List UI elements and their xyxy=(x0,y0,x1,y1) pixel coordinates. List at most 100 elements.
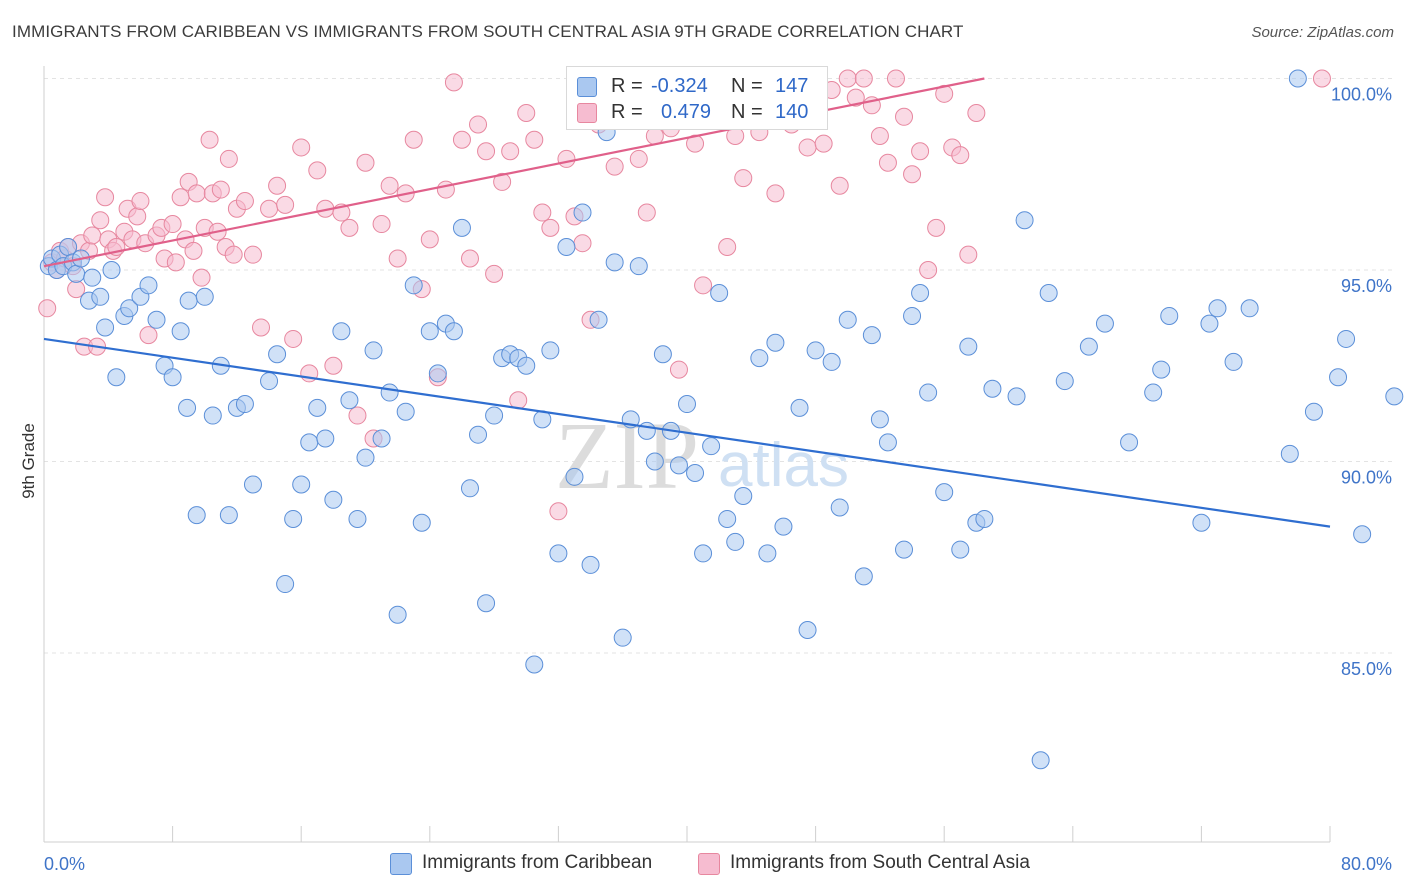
south-central-asia-point xyxy=(200,130,219,149)
caribbean-point xyxy=(549,544,568,563)
caribbean-point xyxy=(726,532,745,551)
south-central-asia-point xyxy=(219,149,238,168)
y-axis-label: 9th Grade xyxy=(19,423,38,499)
south-central-asia-point xyxy=(292,138,311,157)
south-central-asia-point xyxy=(485,264,504,283)
legend-n-label: N = xyxy=(731,101,763,123)
south-central-asia-point xyxy=(533,203,552,222)
caribbean-point xyxy=(485,406,504,425)
caribbean-point xyxy=(983,379,1002,398)
caribbean-point xyxy=(102,261,121,279)
legend-r-value: 0.479 xyxy=(661,101,712,123)
caribbean-point xyxy=(316,429,335,448)
south-central-asia-point xyxy=(171,188,190,207)
caribbean-point xyxy=(1192,513,1211,532)
south-central-asia-point xyxy=(139,326,158,345)
caribbean-point xyxy=(1015,211,1034,230)
caribbean-point xyxy=(774,517,793,536)
caribbean-point xyxy=(517,356,536,375)
caribbean-point xyxy=(854,567,873,586)
caribbean-point xyxy=(1304,402,1323,421)
grid-lines xyxy=(44,78,1392,654)
bottom-legend-label: Immigrants from Caribbean xyxy=(422,852,653,873)
caribbean-point xyxy=(356,448,375,467)
caribbean-point xyxy=(219,506,238,525)
caribbean-point xyxy=(710,283,729,302)
caribbean-point xyxy=(870,410,889,429)
south-central-asia-point xyxy=(493,172,512,191)
caribbean-point xyxy=(790,398,809,417)
caribbean-point xyxy=(1385,387,1404,406)
caribbean-point xyxy=(525,655,544,674)
legend-r-label: R = xyxy=(611,101,643,123)
south-central-asia-trend-line xyxy=(43,77,985,268)
caribbean-point xyxy=(1007,387,1026,406)
caribbean-point xyxy=(1200,314,1219,333)
legend-n-value: 147 xyxy=(775,75,809,97)
south-central-asia-point xyxy=(452,130,471,149)
south-central-asia-point xyxy=(919,261,938,279)
caribbean-point xyxy=(1079,337,1098,356)
caribbean-point xyxy=(268,345,287,364)
south-central-asia-point xyxy=(187,184,206,203)
caribbean-point xyxy=(878,433,897,452)
caribbean-point xyxy=(903,306,922,325)
caribbean-point xyxy=(862,326,881,345)
south-central-asia-point xyxy=(460,249,479,268)
caribbean-point xyxy=(637,421,656,440)
south-central-asia-point xyxy=(83,226,102,245)
south-central-asia-point xyxy=(886,69,905,88)
south-central-asia-point xyxy=(967,103,986,122)
caribbean-point xyxy=(1031,751,1050,770)
south-central-asia-point xyxy=(838,69,857,88)
south-central-asia-point xyxy=(128,207,147,226)
caribbean-point xyxy=(1055,372,1074,391)
caribbean-point xyxy=(477,594,496,613)
south-central-asia-point xyxy=(284,329,303,348)
south-central-asia-point xyxy=(734,169,753,188)
caribbean-point xyxy=(195,287,214,306)
caribbean-point xyxy=(96,318,115,337)
caribbean-point xyxy=(292,475,311,494)
caribbean-point xyxy=(1353,525,1372,544)
bottom-legend-swatch-pink xyxy=(698,853,720,875)
south-central-asia-point xyxy=(501,142,520,161)
caribbean-point xyxy=(203,406,222,425)
caribbean-point xyxy=(276,575,295,594)
caribbean-point xyxy=(340,391,359,410)
south-central-asia-point xyxy=(1312,69,1331,88)
caribbean-point xyxy=(388,605,407,624)
south-central-asia-point xyxy=(444,73,463,92)
caribbean-point xyxy=(380,383,399,402)
south-central-asia-point xyxy=(380,176,399,195)
caribbean-point xyxy=(718,509,737,528)
south-central-asia-point xyxy=(830,176,849,195)
south-central-asia-point xyxy=(268,176,287,195)
south-central-asia-point xyxy=(477,142,496,161)
south-central-asia-point xyxy=(541,218,560,237)
south-central-asia-point xyxy=(766,184,785,203)
south-central-asia-point xyxy=(388,249,407,268)
south-central-asia-point xyxy=(846,88,865,107)
caribbean-point xyxy=(1288,69,1307,88)
caribbean-point xyxy=(452,218,471,237)
caribbean-point xyxy=(678,395,696,414)
legend-swatch-pink xyxy=(577,103,597,123)
south-central-asia-point xyxy=(166,253,185,272)
caribbean-point xyxy=(613,628,632,647)
caribbean-point xyxy=(1208,299,1227,318)
caribbean-point xyxy=(243,475,262,494)
south-central-asia-point xyxy=(854,69,873,88)
caribbean-point xyxy=(1160,306,1179,325)
caribbean-point xyxy=(460,479,479,498)
y-tick-label: 90.0% xyxy=(1341,468,1392,488)
south-central-asia-point xyxy=(895,107,914,126)
caribbean-point xyxy=(830,498,849,517)
caribbean-point xyxy=(541,341,560,360)
caribbean-point xyxy=(187,506,206,525)
pink-points-group xyxy=(38,69,1331,521)
caribbean-point xyxy=(1120,433,1139,452)
caribbean-point xyxy=(734,486,753,505)
x-tick-label-max: 80.0% xyxy=(1341,854,1392,874)
south-central-asia-point xyxy=(525,130,544,149)
